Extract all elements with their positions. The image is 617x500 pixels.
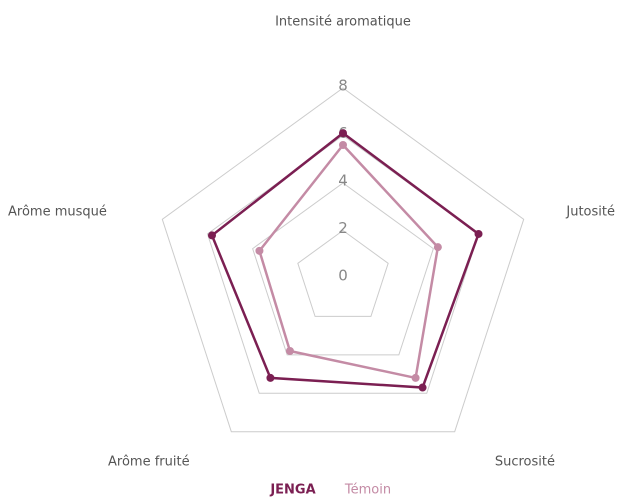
series-point — [339, 129, 347, 138]
grid-ring — [252, 182, 434, 356]
category-label: Sucrosité — [495, 455, 555, 470]
series-point — [433, 243, 442, 252]
category-label: Arôme fruité — [108, 455, 190, 470]
series-line — [258, 143, 440, 380]
series-point — [418, 383, 427, 392]
legend-label: Témoin — [344, 483, 391, 498]
series-point — [255, 246, 264, 255]
series-point — [339, 141, 347, 149]
legend-label: JENGA — [269, 483, 315, 498]
grid-ring — [161, 87, 525, 433]
category-label: Intensité aromatique — [275, 15, 411, 30]
category-label: Jutosité — [565, 205, 615, 220]
tick-label: 4 — [338, 172, 348, 190]
series-point — [266, 373, 275, 382]
tick-label: 2 — [338, 219, 348, 237]
category-label: Arôme musqué — [8, 205, 107, 220]
series-point — [207, 231, 216, 240]
grid-ring — [297, 229, 389, 317]
series-point — [285, 347, 294, 356]
series-point — [411, 373, 420, 382]
tick-label: 8 — [338, 77, 348, 95]
series-point — [474, 229, 483, 238]
tick-label: 0 — [338, 267, 348, 285]
series-line — [210, 131, 481, 389]
